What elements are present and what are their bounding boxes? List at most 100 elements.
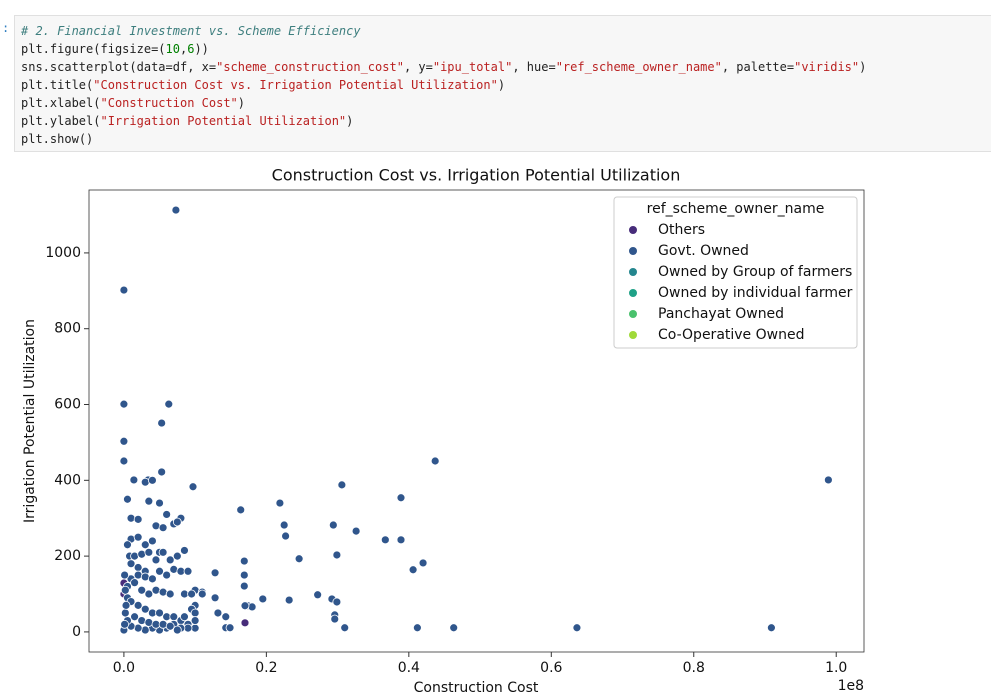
scatter-point	[157, 467, 167, 477]
scatter-point	[140, 572, 150, 582]
chart: Construction Cost vs. Irrigation Potenti…	[22, 166, 865, 696]
scatter-point	[137, 616, 147, 625]
scatter-point	[210, 568, 220, 578]
legend-label: Govt. Owned	[658, 243, 749, 259]
x-tick-label: 1.0	[825, 660, 847, 676]
code-line: plt.ylabel("Irrigation Potential Utiliza…	[21, 114, 354, 128]
scatter-point	[158, 587, 168, 597]
scatter-point	[126, 559, 136, 569]
scatter-point	[275, 498, 285, 508]
scatter-point	[133, 600, 143, 610]
scatter-point	[140, 540, 150, 550]
scatter-point	[123, 540, 132, 550]
x-tick-label: 0.6	[540, 660, 562, 676]
legend-marker	[629, 226, 637, 234]
scatter-point	[120, 570, 130, 580]
scatter-point	[130, 551, 139, 561]
scatter-point	[180, 546, 189, 555]
scatter-point	[172, 551, 182, 561]
scatter-point	[130, 578, 139, 588]
scatter-point	[180, 612, 189, 622]
scatter-point	[140, 477, 150, 487]
scatter-point	[119, 456, 129, 466]
scatter-point	[140, 625, 150, 635]
scatter-point	[144, 547, 154, 557]
scatter-point	[197, 589, 207, 599]
x-tick-label: 0.4	[398, 660, 420, 676]
scatter-point	[337, 480, 347, 490]
scatter-point	[328, 520, 338, 530]
scatter-point	[147, 475, 157, 485]
scatter-point	[190, 608, 200, 618]
scatter-point	[144, 496, 154, 506]
scatter-point	[133, 514, 143, 524]
scatter-point	[330, 614, 340, 624]
scatter-point	[120, 585, 130, 595]
scatter-point	[133, 623, 143, 633]
code-line: # 2. Financial Investment vs. Scheme Eff…	[21, 24, 361, 38]
scatter-point	[412, 623, 422, 633]
scatter-point	[449, 623, 459, 633]
scatter-point	[147, 574, 157, 584]
scatter-point	[430, 456, 440, 466]
scatter-point	[157, 418, 167, 428]
scatter-point	[162, 510, 172, 519]
scatter-point	[213, 608, 223, 618]
scatter-point	[151, 555, 161, 565]
scatter-point	[332, 597, 342, 607]
scatter-point	[140, 604, 150, 614]
scatter-point	[221, 612, 231, 622]
x-tick-label: 0.8	[683, 660, 705, 676]
scatter-point	[165, 555, 175, 565]
scatter-point	[126, 513, 136, 523]
scatter-point	[239, 581, 249, 591]
legend-marker	[629, 247, 637, 255]
scatter-point	[188, 482, 198, 492]
scatter-point	[396, 493, 406, 503]
y-tick-label: 1000	[45, 245, 81, 261]
y-tick-label: 0	[72, 624, 81, 640]
scatter-point	[137, 585, 147, 595]
legend-marker	[629, 331, 637, 339]
scatter-point	[190, 616, 200, 625]
scatter-point	[169, 612, 179, 622]
scatter-point	[351, 526, 361, 536]
scatter-point	[164, 399, 174, 409]
cell-prompt: :	[2, 21, 10, 35]
scatter-point	[258, 594, 268, 604]
scatter-point	[165, 589, 175, 599]
legend-label: Panchayat Owned	[658, 306, 784, 322]
legend-marker	[629, 289, 637, 297]
code-cell[interactable]: # 2. Financial Investment vs. Scheme Eff…	[14, 15, 991, 152]
scatter-point	[120, 608, 130, 618]
code-line: plt.show()	[21, 132, 94, 146]
scatter-point	[151, 585, 161, 595]
legend-marker	[629, 268, 637, 276]
scatter-point	[240, 618, 250, 628]
scatter-point	[158, 619, 168, 629]
scatter-point	[281, 531, 290, 541]
scatter-point	[239, 570, 249, 580]
scatter-point	[172, 625, 182, 635]
scatter-point	[162, 570, 172, 580]
scatter-point	[284, 595, 294, 605]
scatter-point	[225, 623, 235, 633]
y-axis-label: Irrigation Potential Utilization	[22, 319, 38, 523]
legend-label: Owned by individual farmer	[658, 285, 853, 301]
scatter-point	[313, 590, 323, 600]
code-line: plt.xlabel("Construction Cost")	[21, 96, 246, 110]
x-tick-label: 0.2	[255, 660, 277, 676]
legend-box	[613, 196, 858, 349]
scatter-point	[158, 523, 168, 533]
y-tick-label: 400	[54, 472, 81, 488]
scatter-point	[119, 285, 129, 295]
scatter-point	[823, 475, 833, 485]
y-tick-label: 200	[54, 548, 81, 564]
y-tick-label: 600	[54, 397, 81, 413]
scatter-point	[130, 612, 139, 622]
scatter-point	[172, 517, 182, 527]
scatter-point	[119, 436, 129, 446]
scatter-point	[155, 566, 164, 576]
scatter-point	[210, 593, 220, 603]
